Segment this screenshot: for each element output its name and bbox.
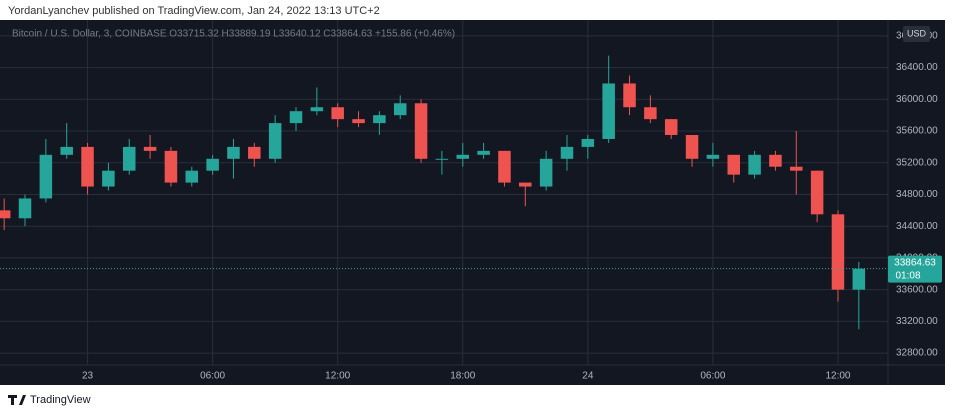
y-tick-label: 36000.00	[896, 94, 938, 105]
candle-body	[331, 107, 344, 120]
candle-body	[39, 154, 53, 199]
candle-body	[227, 146, 240, 159]
candle-body	[414, 103, 428, 159]
x-tick-label: 06:00	[200, 371, 225, 382]
candle-body	[102, 170, 115, 187]
candle-body	[623, 83, 636, 108]
candle-body	[644, 107, 657, 120]
chart-background	[0, 20, 945, 385]
candle-body	[122, 146, 136, 171]
currency-button[interactable]	[903, 26, 930, 42]
y-tick-label: 34400.00	[896, 221, 938, 232]
candle-body	[727, 154, 740, 175]
y-tick-label: 35600.00	[896, 126, 938, 137]
candle-body	[60, 146, 73, 155]
y-tick-label: 33200.00	[896, 316, 938, 327]
candle-body	[456, 154, 470, 159]
candle-body	[393, 103, 407, 116]
footer-brand: TradingView	[30, 394, 91, 406]
x-tick-label: 12:00	[825, 371, 850, 382]
publisher-header: YordanLyanchev published on TradingView.…	[8, 5, 380, 17]
last-price-label: 33864.63	[894, 257, 936, 268]
y-tick-label: 33600.00	[896, 284, 938, 295]
candle-body	[310, 107, 324, 112]
candle-body	[769, 154, 782, 167]
x-tick-label: 06:00	[700, 371, 725, 382]
candle-body	[268, 123, 282, 159]
candle-body	[435, 158, 449, 160]
y-tick-label: 36400.00	[896, 62, 938, 73]
symbol-legend: Bitcoin / U.S. Dollar, 3, COINBASE O3371…	[12, 29, 455, 40]
last-price-badge	[888, 255, 942, 283]
candle-body	[810, 170, 824, 215]
candle-body	[706, 154, 720, 159]
y-tick-label: 34800.00	[896, 189, 938, 200]
candle-body	[498, 150, 511, 183]
candle-body	[539, 158, 553, 187]
candle-body	[185, 170, 199, 183]
candle-body	[602, 83, 615, 139]
bar-countdown: 01:08	[895, 270, 920, 281]
candle-body	[852, 268, 866, 290]
candle-body	[289, 111, 303, 124]
candle-body	[206, 158, 219, 171]
candle-body	[581, 138, 595, 147]
candle-body	[352, 119, 365, 124]
x-tick-label: 12:00	[325, 371, 350, 382]
candle-body	[81, 146, 94, 187]
candle-body	[748, 154, 761, 175]
candle-body	[790, 166, 803, 171]
candle-body	[831, 214, 845, 290]
candle-body	[373, 115, 386, 124]
candle-body	[477, 150, 490, 155]
y-tick-label: 32800.00	[896, 348, 938, 359]
candle-body	[560, 146, 574, 159]
candle-body	[18, 198, 32, 219]
tradingview-logo	[8, 395, 26, 405]
candle-body	[685, 135, 699, 159]
candle-body	[0, 210, 11, 219]
x-tick-label: 18:00	[450, 371, 475, 382]
candle-body	[143, 146, 157, 151]
x-tick-label: 23	[82, 371, 94, 382]
candle-body	[519, 182, 532, 187]
currency-label[interactable]: USD	[907, 28, 927, 38]
candle-body	[664, 119, 678, 135]
y-tick-label: 35200.00	[896, 157, 938, 168]
candle-body	[164, 150, 178, 183]
candle-body	[248, 146, 261, 159]
x-tick-label: 24	[582, 371, 594, 382]
